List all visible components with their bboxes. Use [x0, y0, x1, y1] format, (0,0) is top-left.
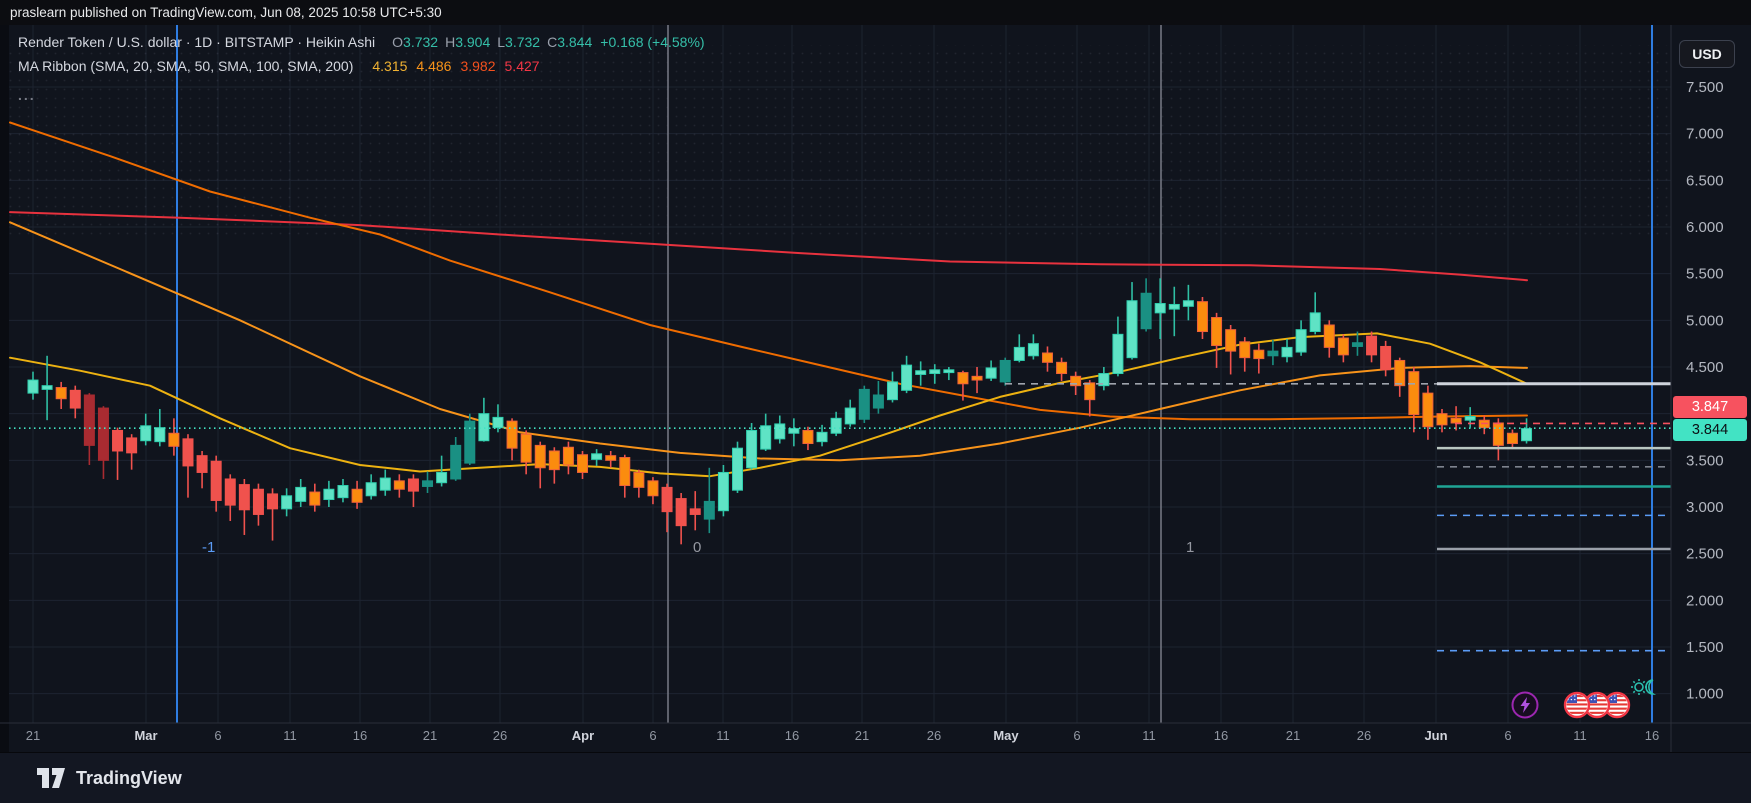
- symbol-legend: Render Token / U.S. dollar · 1D · BITSTA…: [18, 30, 705, 103]
- price-chart-canvas[interactable]: -1 0 1 7.500 7.000 6.500 6.000 5.500 5.000 4.500 3…: [0, 25, 1751, 752]
- publish-bar: praslearn published on TradingView.com, …: [0, 0, 1751, 25]
- time-tick-label: 21: [855, 728, 869, 743]
- price-tick-label: 2.000: [1686, 592, 1724, 609]
- cycle-label: 0: [693, 539, 701, 556]
- cycle-lines[interactable]: -1 0 1: [176, 25, 1653, 723]
- tradingview-logo-icon[interactable]: [36, 765, 66, 791]
- price-tick-label: 4.500: [1686, 359, 1724, 376]
- ma-line-sma-50: [9, 221, 1528, 462]
- time-tick-label: 26: [493, 728, 507, 743]
- time-tick-label: Jun: [1424, 728, 1447, 743]
- ma-line-sma-20: [9, 332, 1528, 478]
- price-tick-label: 5.500: [1686, 266, 1724, 283]
- watermark-dots: [9, 45, 1671, 237]
- time-tick-label: Mar: [134, 728, 157, 743]
- ma-ribbon-lines: [9, 121, 1528, 478]
- time-tick-label: Apr: [572, 728, 594, 743]
- price-tick-label: 1.500: [1686, 639, 1724, 656]
- time-tick-label: 26: [1357, 728, 1371, 743]
- horizontal-levels[interactable]: [9, 382, 1671, 652]
- time-tick-label: 16: [1645, 728, 1659, 743]
- alert-price-label[interactable]: 3.847: [1673, 396, 1747, 418]
- chart-area[interactable]: -1 0 1 7.500 7.000 6.500 6.000 5.500 5.000 4.500 3…: [0, 25, 1751, 752]
- time-axis-scale[interactable]: 21 Mar 6 11 16 21 26 Apr 6 11 16 21 26 May 6 11 16 21 26 Ju…: [26, 728, 1659, 743]
- time-tick-label: 16: [785, 728, 799, 743]
- time-tick-label: May: [993, 728, 1019, 743]
- time-tick-label: 11: [283, 728, 297, 743]
- cycle-label: -1: [202, 539, 215, 556]
- lightning-event-icon: [1511, 691, 1539, 719]
- last-price-label[interactable]: 3.844: [1673, 419, 1747, 441]
- sun-moon-event-icon: [1631, 679, 1654, 695]
- time-tick-label: 6: [214, 728, 221, 743]
- candlestick-series: [27, 278, 1533, 545]
- time-tick-label: 16: [1214, 728, 1228, 743]
- time-tick-label: 11: [1142, 728, 1156, 743]
- symbol-title: Render Token / U.S. dollar · 1D · BITSTA…: [18, 34, 376, 50]
- event-markers[interactable]: [1511, 679, 1654, 719]
- time-tick-label: 21: [26, 728, 40, 743]
- time-tick-label: 26: [927, 728, 941, 743]
- us-flag-event-icon: [1563, 691, 1591, 719]
- legend-symbol-row[interactable]: Render Token / U.S. dollar · 1D · BITSTA…: [18, 30, 705, 54]
- time-tick-label: 6: [1073, 728, 1080, 743]
- cycle-label: 1: [1186, 539, 1194, 556]
- price-tick-label: 6.500: [1686, 172, 1724, 189]
- price-tick-label: 3.000: [1686, 499, 1724, 516]
- price-tick-label: 2.500: [1686, 546, 1724, 563]
- publish-text: praslearn published on TradingView.com, …: [10, 5, 442, 20]
- footer-bar: TradingView: [0, 752, 1751, 803]
- more-indicators-ellipsis[interactable]: ...: [18, 87, 36, 103]
- time-tick-label: 21: [1286, 728, 1300, 743]
- legend-indicator-row[interactable]: MA Ribbon (SMA, 20, SMA, 50, SMA, 100, S…: [18, 54, 705, 78]
- ma-line-sma-200: [9, 211, 1528, 282]
- time-tick-label: 11: [1573, 728, 1587, 743]
- time-tick-label: 21: [423, 728, 437, 743]
- price-change: +0.168 (+4.58%): [600, 34, 705, 50]
- left-gutter: [0, 25, 9, 752]
- ma-values: 4.315 4.486 3.982 5.427: [372, 58, 540, 74]
- price-tick-label: 6.000: [1686, 219, 1724, 236]
- ma-line-sma-100: [9, 121, 1528, 421]
- time-tick-label: 6: [1504, 728, 1511, 743]
- ohlc-values: O3.732 H3.904 L3.732 C3.844: [392, 34, 593, 50]
- time-tick-label: 11: [716, 728, 730, 743]
- indicator-title: MA Ribbon (SMA, 20, SMA, 50, SMA, 100, S…: [18, 58, 354, 74]
- time-tick-label: 6: [649, 728, 656, 743]
- tradingview-brand[interactable]: TradingView: [76, 767, 182, 788]
- currency-toggle-button[interactable]: USD: [1679, 40, 1735, 68]
- price-tick-label: 1.000: [1686, 686, 1724, 703]
- price-tick-label: 3.500: [1686, 452, 1724, 469]
- price-tick-label: 7.500: [1686, 79, 1724, 96]
- time-tick-label: 16: [353, 728, 367, 743]
- price-tick-label: 7.000: [1686, 126, 1724, 143]
- price-tick-label: 5.000: [1686, 312, 1724, 329]
- grid-lines: [9, 25, 1671, 723]
- price-axis-scale[interactable]: 7.500 7.000 6.500 6.000 5.500 5.000 4.500 3.500…: [1686, 79, 1724, 703]
